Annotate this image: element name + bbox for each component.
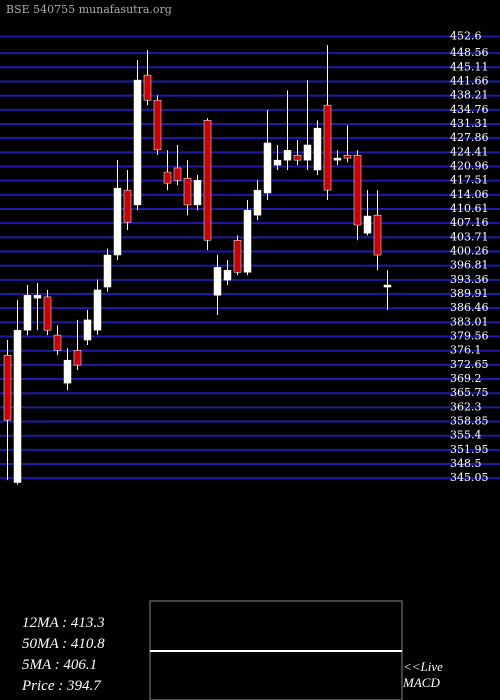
y-tick-label: 351.95 [450,443,489,456]
candle-body [383,284,392,288]
candle-body [333,157,342,161]
y-tick-label: 393.36 [450,273,489,286]
candle-body [223,269,232,281]
annotation: Price : 394.7 [21,678,102,694]
candle-body [103,254,112,288]
y-tick-label: 389.91 [450,287,489,300]
candle-body [33,295,42,299]
candle-body [203,120,212,241]
candle-body [53,334,62,351]
candle-body [283,150,292,161]
annotation: 12MA : 413.3 [22,615,105,631]
candle-body [123,189,132,223]
candle-body [273,159,282,166]
y-tick-label: 358.85 [450,415,489,428]
y-tick-label: 372.65 [450,358,489,371]
y-tick-label: 448.56 [450,46,489,59]
y-tick-label: 445.11 [450,60,489,73]
candle-body [373,214,382,256]
y-tick-label: 348.5 [450,457,482,470]
candle-body [23,295,32,331]
y-tick-label: 417.51 [450,174,489,187]
y-tick-label: 386.46 [450,301,489,314]
candle-body [243,210,252,273]
y-tick-label: 438.21 [450,89,489,102]
y-tick-label: 376.1 [450,344,482,357]
y-tick-label: 431.31 [450,117,489,130]
candle-body [183,177,192,206]
candle-body [343,154,352,159]
y-tick-label: 407.16 [450,216,489,229]
candle-body [3,354,12,421]
y-tick-label: 434.76 [450,103,489,116]
annotation: 5MA : 406.1 [22,657,97,673]
y-tick-label: 379.56 [450,330,489,343]
annotation: MACD [402,675,440,690]
candles [3,45,392,485]
y-tick-label: 383.01 [450,315,489,328]
y-tick-label: 403.71 [450,230,489,243]
candle-body [253,189,262,216]
candle-body [133,79,142,206]
candle-body [143,74,152,101]
candle-body [213,267,222,296]
candle-body [303,144,312,161]
y-tick-label: 424.41 [450,145,489,158]
annotation: 50MA : 410.8 [22,636,105,652]
y-tick-label: 427.86 [450,131,489,144]
candle-body [13,329,22,483]
candle-body [63,359,72,384]
candle-body [363,215,372,234]
y-tick-label: 365.75 [450,386,489,399]
y-tick-label: 362.3 [450,400,482,413]
y-tick-label: 441.66 [450,74,489,87]
y-tick-label: 452.6 [450,30,482,43]
candle-body [263,142,272,194]
y-tick-label: 414.06 [450,188,489,201]
candle-body [83,319,92,341]
chart-title: BSE 540755 munafasutra.org [6,3,172,16]
candle-body [353,154,362,226]
annotation: <<Live [403,659,443,674]
candle-body [113,187,122,256]
candle-body [153,99,162,151]
candle-body [193,180,202,206]
candle-body [313,127,322,171]
candle-body [43,296,52,331]
candle-body [163,171,172,184]
y-tick-label: 400.26 [450,244,489,257]
candle-body [293,154,302,161]
y-tick-label: 420.96 [450,159,489,172]
candle-body [173,167,182,181]
y-tick-label: 345.05 [450,471,489,484]
y-tick-label: 369.2 [450,372,482,385]
y-tick-label: 410.61 [450,202,489,215]
candle-body [323,104,332,191]
y-tick-label: 396.81 [450,259,489,272]
candle-body [93,289,102,331]
y-tick-label: 355.4 [450,429,482,442]
candle-body [73,350,82,366]
candle-body [233,239,242,273]
